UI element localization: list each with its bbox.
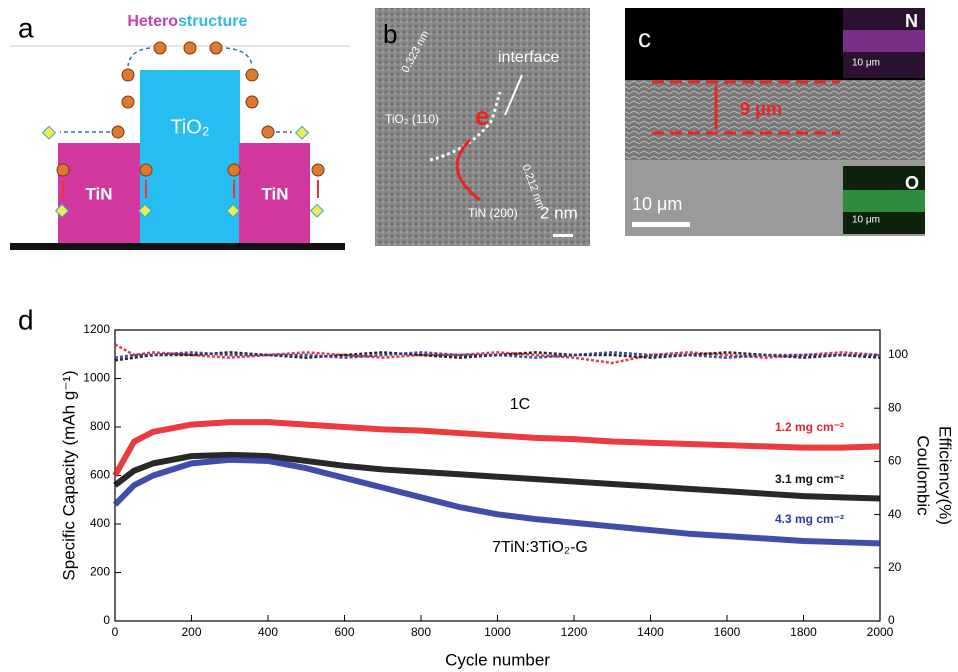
y2-tick-label: 0 xyxy=(888,613,895,627)
panel-c: c N 10 μm O 10 μm 9 μm 10 μm xyxy=(625,8,925,236)
substrate xyxy=(10,243,345,250)
map-label: N xyxy=(905,11,918,31)
y-tick-label: 800 xyxy=(90,419,110,433)
x-tick-label: 200 xyxy=(181,625,201,639)
x-tick-label: 400 xyxy=(258,625,278,639)
x-tick-label: 2000 xyxy=(867,625,894,639)
title-part: structure xyxy=(178,13,247,30)
annotation: 1C xyxy=(510,396,530,413)
map-label: O xyxy=(905,173,919,193)
title-part: Hetero xyxy=(127,13,178,30)
y2-axis-label: Efficiency(%) xyxy=(936,426,955,525)
annotation: 7TiN:3TiO₂-G xyxy=(492,539,588,556)
o-signal xyxy=(843,190,925,212)
x-tick-label: 1400 xyxy=(637,625,664,639)
thickness-label: 9 μm xyxy=(740,99,782,119)
scale-bar xyxy=(632,222,690,227)
x-tick-label: 1800 xyxy=(790,625,817,639)
label: TiN xyxy=(85,184,112,203)
capacity-line xyxy=(115,422,880,475)
lattice-plane: TiO₂ (110) xyxy=(385,112,439,126)
scale-label: 10 μm xyxy=(852,215,880,226)
tio2-block xyxy=(140,70,240,246)
y2-tick-label: 20 xyxy=(888,560,902,574)
panel-b: b 0.323 nm TiO₂ (110) e interface 0.212 … xyxy=(375,8,590,246)
series-label: 1.2 mg cm⁻² xyxy=(775,420,844,434)
panel-a: a Hetero structure TiO₂ TiN TiN xyxy=(10,12,350,250)
label: TiN xyxy=(261,184,288,203)
x-tick-label: 0 xyxy=(112,625,119,639)
y-tick-label: 1200 xyxy=(83,322,110,336)
y2-tick-label: 60 xyxy=(888,454,902,468)
scale-bar xyxy=(553,234,573,237)
y2-tick-label: 40 xyxy=(888,507,902,521)
x-tick-label: 1200 xyxy=(561,625,588,639)
x-axis-label: Cycle number xyxy=(445,650,550,669)
n-signal xyxy=(843,30,925,52)
x-tick-label: 1600 xyxy=(714,625,741,639)
efficiency-line xyxy=(115,344,880,363)
y-tick-label: 400 xyxy=(90,516,110,530)
label: TiO₂ xyxy=(170,116,209,138)
y-tick-label: 0 xyxy=(103,613,110,627)
panel-label: d xyxy=(18,304,34,335)
x-tick-label: 600 xyxy=(334,625,354,639)
lattice-plane: TiN (200) xyxy=(468,206,518,220)
series-label: 4.3 mg cm⁻² xyxy=(775,512,844,526)
y2-tick-label: 80 xyxy=(888,400,902,414)
y-tick-label: 1000 xyxy=(83,371,110,385)
y-axis-label: Specific Capacity (mAh g⁻¹) xyxy=(59,370,78,580)
y2-tick-label: 100 xyxy=(888,347,908,361)
series-label: 3.1 mg cm⁻² xyxy=(775,472,844,486)
y-tick-label: 200 xyxy=(90,565,110,579)
capacity-line xyxy=(115,460,880,544)
figure: a Hetero structure TiO₂ TiN TiN b 0.323 … xyxy=(0,0,958,672)
scale-label: 2 nm xyxy=(540,203,578,222)
panel-label: a xyxy=(18,12,34,43)
y-tick-label: 600 xyxy=(90,468,110,482)
x-tick-label: 800 xyxy=(411,625,431,639)
panel-label: b xyxy=(383,19,397,49)
sem-layer xyxy=(625,80,925,160)
scale-label: 10 μm xyxy=(852,58,880,69)
scale-label: 10 μm xyxy=(632,194,682,214)
annotation: interface xyxy=(498,49,559,66)
panel-label: c xyxy=(638,23,651,53)
x-tick-label: 1000 xyxy=(484,625,511,639)
y2-axis-label: Coulombic xyxy=(914,435,933,516)
